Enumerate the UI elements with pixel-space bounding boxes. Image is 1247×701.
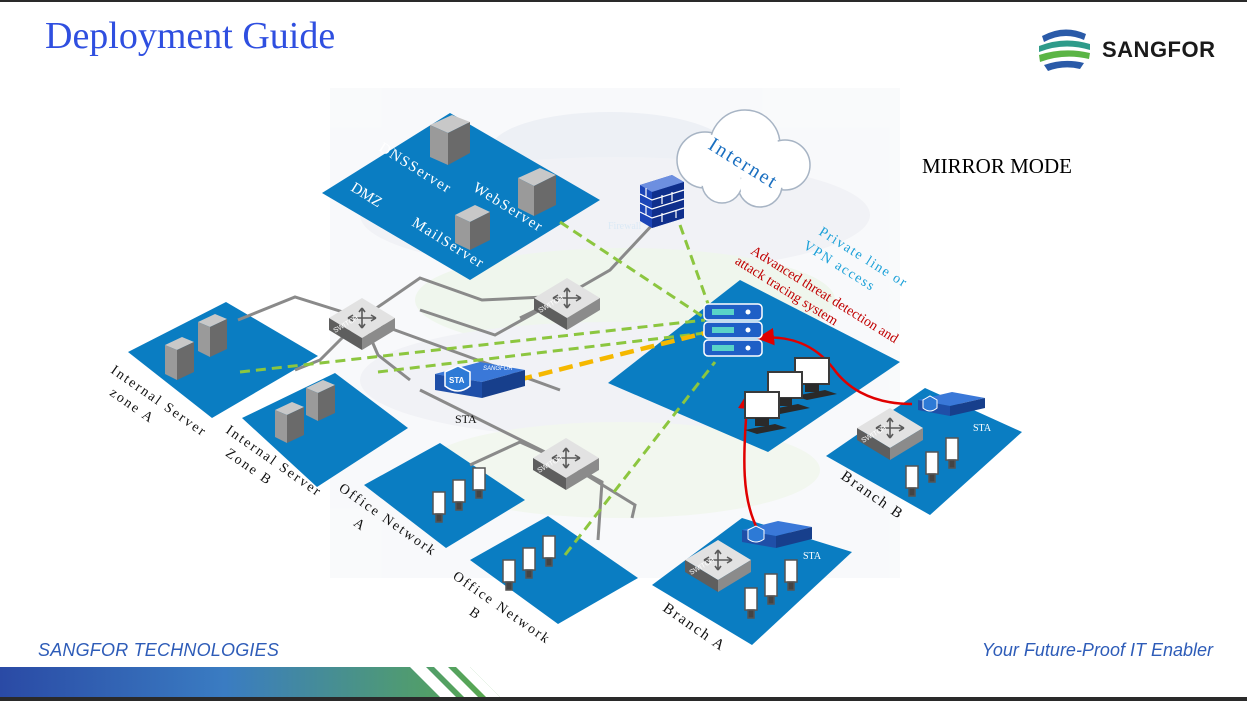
office-network-b-zone bbox=[470, 516, 638, 624]
web-server-icon bbox=[518, 168, 556, 216]
internal-server-zone-b bbox=[242, 373, 408, 487]
detection-platform-icon bbox=[703, 303, 763, 357]
dmz-zone bbox=[322, 113, 600, 280]
branch-b-zone bbox=[826, 388, 1022, 515]
core-switch-left: SWITCH bbox=[329, 298, 395, 350]
internet-cloud-icon bbox=[676, 109, 811, 208]
branch-b-sta-label: STA bbox=[973, 423, 992, 434]
detection-system-zone bbox=[608, 280, 900, 452]
brand-name: SANGFOR bbox=[1102, 37, 1216, 62]
top-border bbox=[0, 0, 1247, 2]
branch-b-sta-icon bbox=[918, 392, 985, 416]
firewall-icon bbox=[639, 175, 685, 228]
footer-company: SANGFOR TECHNOLOGIES bbox=[38, 640, 280, 660]
sangfor-globe-icon bbox=[1038, 24, 1090, 76]
branch-b-pcs-icon bbox=[905, 437, 959, 497]
sta-to-platform-link bbox=[497, 330, 706, 388]
branch-a-switch: SWITCH bbox=[685, 540, 751, 592]
office-b-label-2: B bbox=[466, 605, 484, 624]
branch-b-arrow bbox=[756, 327, 913, 406]
mirror-links bbox=[239, 220, 717, 556]
sta-brand-label: SANGFOR bbox=[483, 366, 513, 372]
access-switch: SWITCH bbox=[533, 438, 599, 490]
footer-bar bbox=[0, 667, 1247, 701]
zone-b-server-icon bbox=[275, 380, 335, 443]
sta-label: STA bbox=[455, 412, 477, 426]
mode-label: MIRROR MODE bbox=[922, 154, 1072, 178]
office-b-pcs-icon bbox=[502, 535, 556, 591]
dns-server-icon bbox=[430, 115, 470, 165]
firewall-label: Firewall bbox=[608, 221, 642, 232]
mail-server-icon bbox=[455, 205, 490, 250]
zone-a-server-icon bbox=[165, 314, 227, 380]
monitor-workstations-icon bbox=[744, 357, 837, 434]
internal-server-zone-a bbox=[128, 302, 318, 418]
branch-a-sta-icon bbox=[742, 521, 812, 548]
branch-b-switch: SWITCH bbox=[857, 408, 923, 460]
branch-a-sta-label: STA bbox=[803, 551, 822, 562]
branch-a-pcs-icon bbox=[744, 559, 798, 619]
office-a-pcs-icon bbox=[432, 467, 486, 523]
sta-appliance-icon: STA SANGFOR bbox=[435, 362, 525, 398]
core-switch-right: SWITCH bbox=[534, 278, 600, 330]
sta-badge-label: STA bbox=[449, 376, 465, 385]
footer-slogan: Your Future-Proof IT Enabler bbox=[981, 640, 1213, 660]
sangfor-logo: SANGFOR bbox=[1036, 22, 1226, 78]
page-title: Deployment Guide bbox=[45, 15, 336, 57]
